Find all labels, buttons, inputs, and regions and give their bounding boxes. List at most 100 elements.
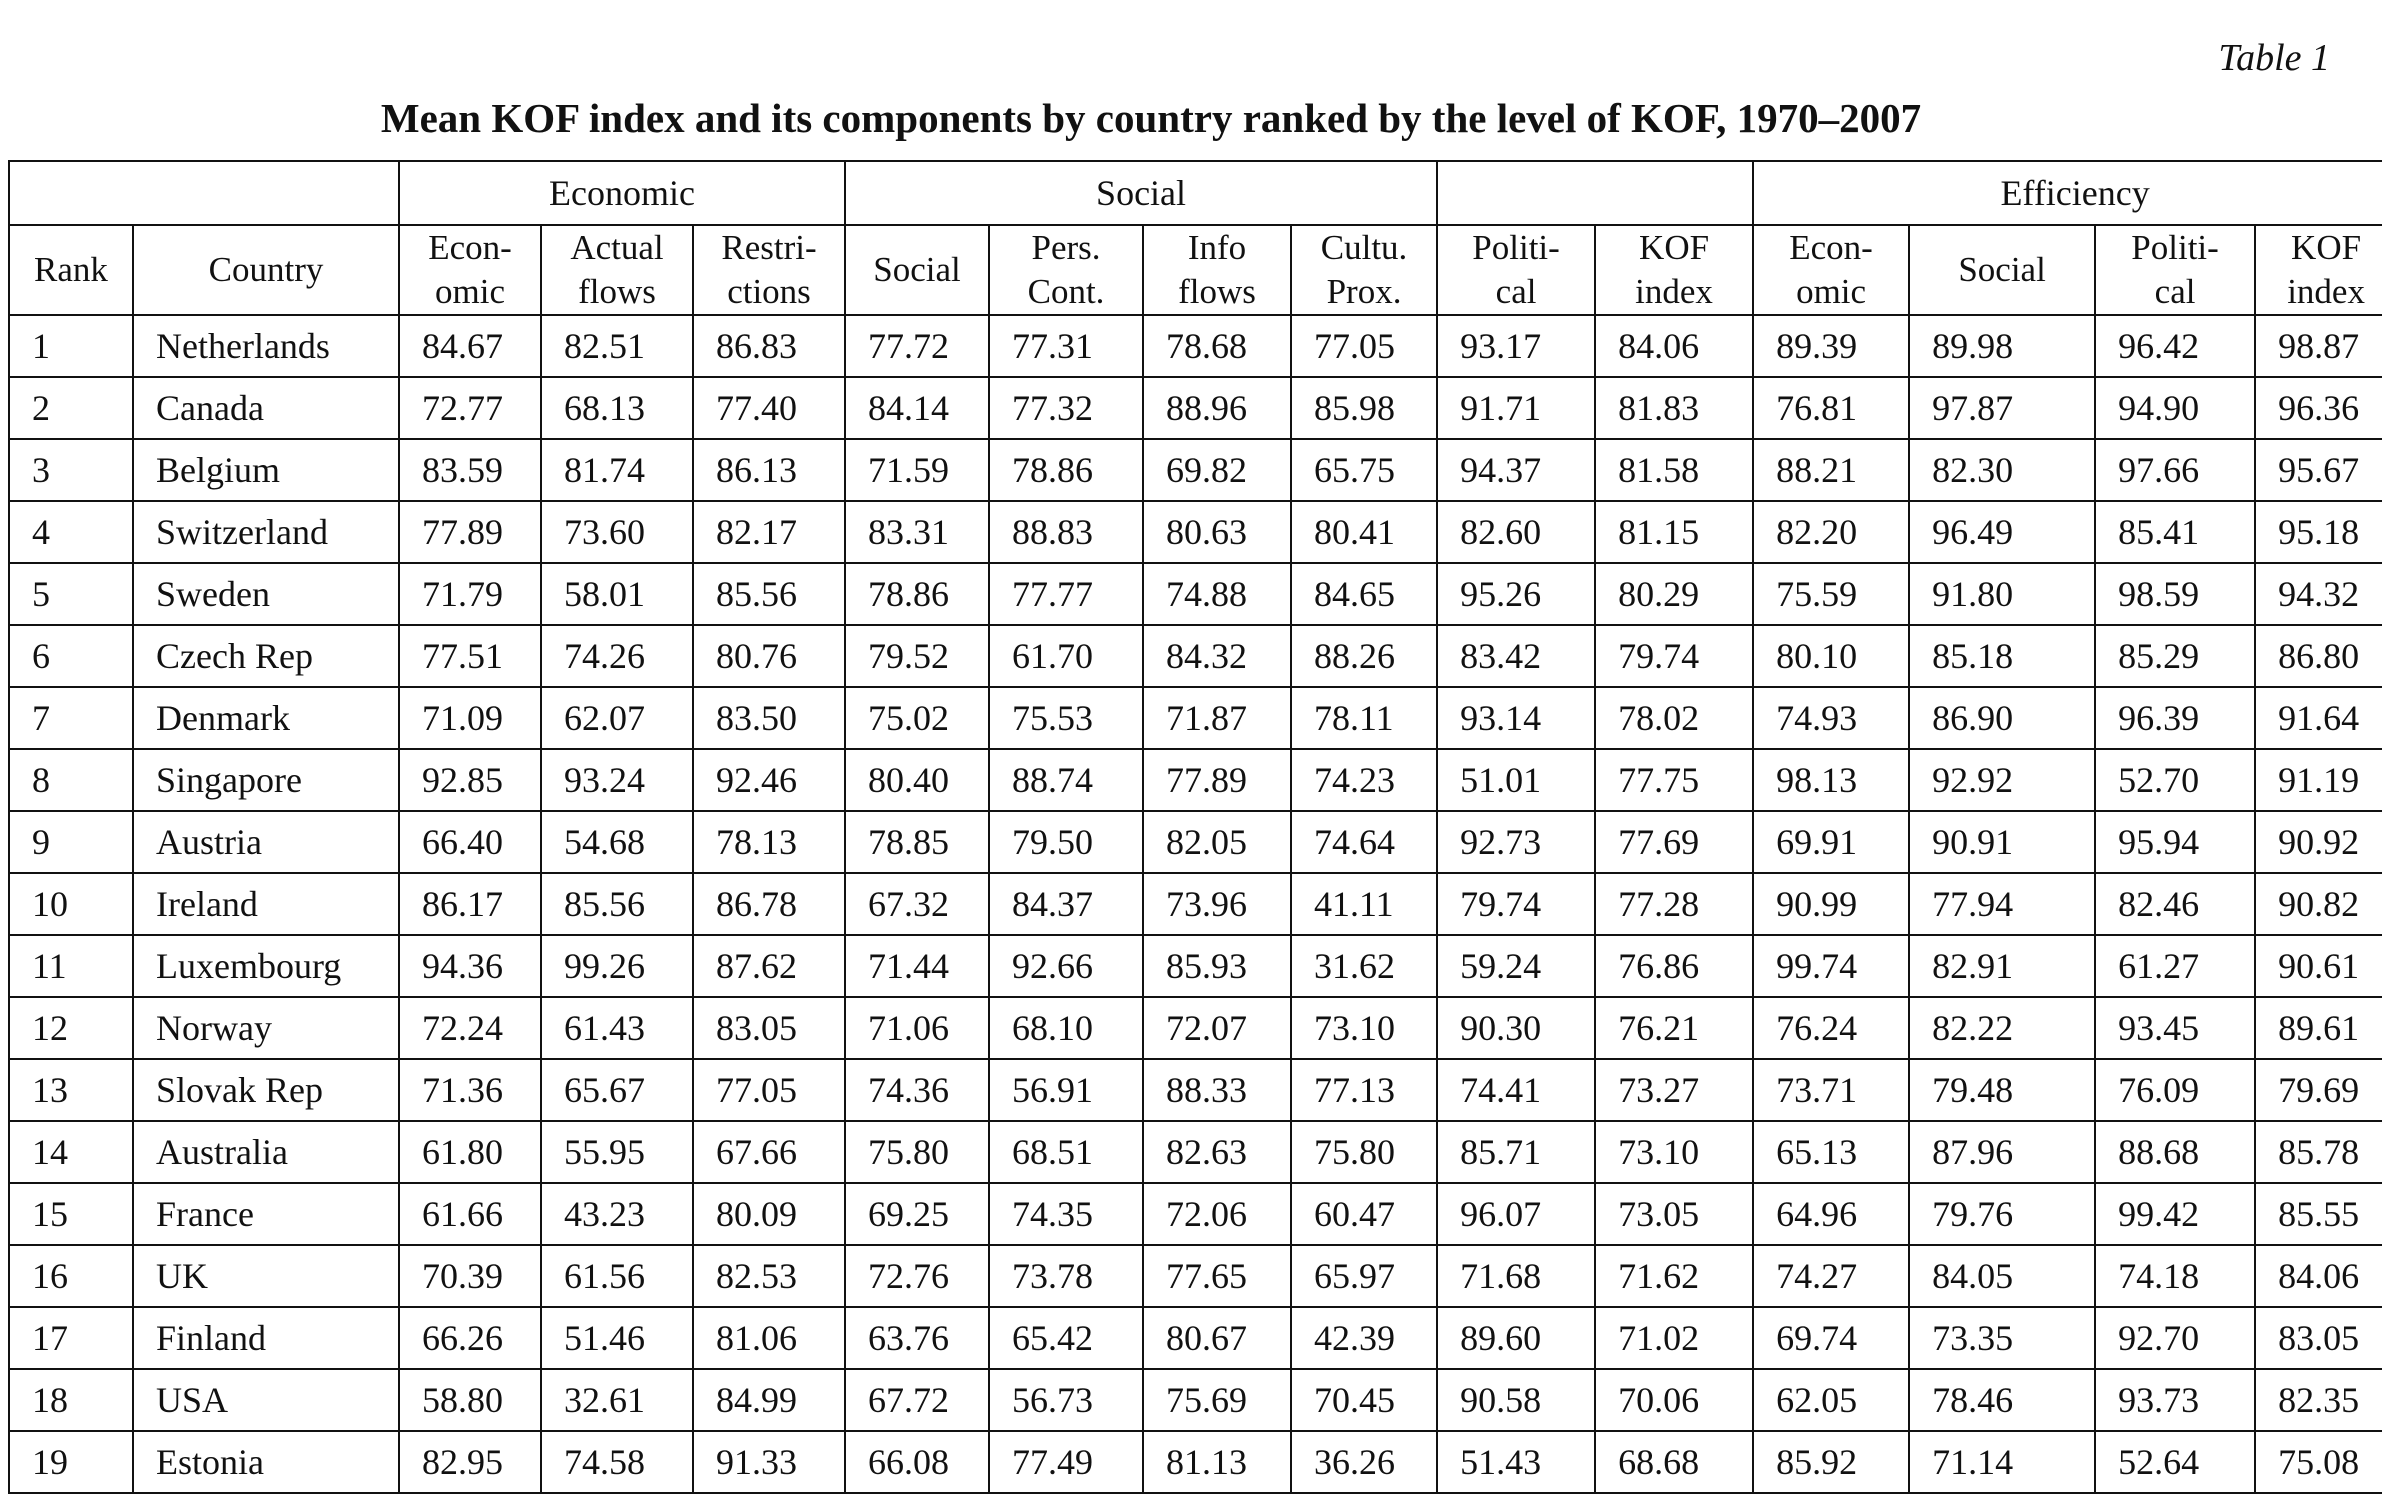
value-cell: 65.97 — [1290, 1244, 1439, 1308]
value-cell: 88.68 — [2094, 1120, 2257, 1184]
column-header: Restri-ctions — [691, 224, 847, 316]
value-cell: 61.27 — [2094, 934, 2257, 998]
value-cell: 83.05 — [2254, 1306, 2382, 1370]
value-cell: 71.09 — [398, 686, 542, 750]
column-header-line2: flows — [1178, 272, 1256, 311]
value-cell: 91.33 — [691, 1430, 847, 1494]
country-cell: Slovak Rep — [132, 1058, 400, 1122]
rank-cell: 8 — [8, 748, 134, 812]
value-cell: 84.65 — [1290, 562, 1439, 626]
value-cell: 79.74 — [1436, 872, 1597, 936]
rank-cell: 5 — [8, 562, 134, 626]
document-title-text: Mean KOF index and its components by cou… — [380, 95, 1922, 141]
rank-cell: 17 — [8, 1306, 134, 1370]
value-cell: 67.32 — [844, 872, 991, 936]
value-cell: 74.93 — [1752, 686, 1911, 750]
value-cell: 77.05 — [691, 1058, 847, 1122]
value-cell: 81.13 — [1142, 1430, 1293, 1494]
column-header-line2: omic — [435, 272, 505, 311]
value-cell: 87.96 — [1908, 1120, 2097, 1184]
value-cell: 88.83 — [988, 500, 1145, 564]
column-header: Actual flows — [540, 224, 694, 316]
value-cell: 66.26 — [398, 1306, 542, 1370]
value-cell: 60.47 — [1290, 1182, 1439, 1246]
column-header-line1: Info — [1187, 228, 1247, 267]
column-header-line1: Politi- — [1472, 228, 1560, 267]
value-cell: 84.37 — [988, 872, 1145, 936]
value-cell: 86.80 — [2254, 624, 2382, 688]
group-header-social: Social — [844, 160, 1439, 226]
value-cell: 65.42 — [988, 1306, 1145, 1370]
value-cell: 78.86 — [988, 438, 1145, 502]
value-cell: 79.69 — [2254, 1058, 2382, 1122]
value-cell: 65.13 — [1752, 1120, 1911, 1184]
table-row: 19 Estonia 82.95 74.58 91.33 66.08 77.49 81.13 3… — [8, 1430, 2382, 1494]
country-cell: Estonia — [132, 1430, 400, 1494]
value-cell: 77.05 — [1290, 314, 1439, 378]
column-header-line2: Cont. — [1027, 272, 1105, 311]
value-cell: 51.43 — [1436, 1430, 1597, 1494]
value-cell: 92.92 — [1908, 748, 2097, 812]
rank-cell: 4 — [8, 500, 134, 564]
rank-cell: 18 — [8, 1368, 134, 1432]
value-cell: 84.06 — [1594, 314, 1755, 378]
country-cell: Canada — [132, 376, 400, 440]
table-row: 4 Switzerland 77.89 73.60 82.17 83.31 88.83 80.… — [8, 500, 2382, 564]
value-cell: 80.63 — [1142, 500, 1293, 564]
value-cell: 73.35 — [1908, 1306, 2097, 1370]
value-cell: 80.10 — [1752, 624, 1911, 688]
value-cell: 85.93 — [1142, 934, 1293, 998]
value-cell: 99.26 — [540, 934, 694, 998]
value-cell: 71.87 — [1142, 686, 1293, 750]
value-cell: 85.56 — [691, 562, 847, 626]
rank-cell: 12 — [8, 996, 134, 1060]
value-cell: 91.64 — [2254, 686, 2382, 750]
value-cell: 51.46 — [540, 1306, 694, 1370]
column-header: Pers. Cont. — [988, 224, 1145, 316]
value-cell: 73.78 — [988, 1244, 1145, 1308]
value-cell: 95.94 — [2094, 810, 2257, 874]
value-cell: 77.75 — [1594, 748, 1755, 812]
value-cell: 96.42 — [2094, 314, 2257, 378]
value-cell: 77.89 — [398, 500, 542, 564]
value-cell: 77.40 — [691, 376, 847, 440]
value-cell: 42.39 — [1290, 1306, 1439, 1370]
value-cell: 87.62 — [691, 934, 847, 998]
value-cell: 65.67 — [540, 1058, 694, 1122]
value-cell: 71.68 — [1436, 1244, 1597, 1308]
country-cell: Norway — [132, 996, 400, 1060]
value-cell: 90.82 — [2254, 872, 2382, 936]
value-cell: 83.05 — [691, 996, 847, 1060]
column-header-line2: index — [1635, 272, 1713, 311]
value-cell: 89.60 — [1436, 1306, 1597, 1370]
column-header-line1: Econ- — [1789, 228, 1873, 267]
value-cell: 64.96 — [1752, 1182, 1911, 1246]
value-cell: 98.13 — [1752, 748, 1911, 812]
value-cell: 74.64 — [1290, 810, 1439, 874]
value-cell: 81.58 — [1594, 438, 1755, 502]
value-cell: 80.76 — [691, 624, 847, 688]
table-row: 14 Australia 61.80 55.95 67.66 75.80 68.51 82.6… — [8, 1120, 2382, 1184]
value-cell: 82.17 — [691, 500, 847, 564]
value-cell: 83.50 — [691, 686, 847, 750]
value-cell: 95.18 — [2254, 500, 2382, 564]
rank-cell: 14 — [8, 1120, 134, 1184]
rank-cell: 9 — [8, 810, 134, 874]
value-cell: 52.64 — [2094, 1430, 2257, 1494]
value-cell: 91.71 — [1436, 376, 1597, 440]
value-cell: 93.17 — [1436, 314, 1597, 378]
value-cell: 55.95 — [540, 1120, 694, 1184]
value-cell: 80.40 — [844, 748, 991, 812]
value-cell: 71.14 — [1908, 1430, 2097, 1494]
value-cell: 88.21 — [1752, 438, 1911, 502]
value-cell: 82.60 — [1436, 500, 1597, 564]
value-cell: 98.87 — [2254, 314, 2382, 378]
value-cell: 97.66 — [2094, 438, 2257, 502]
value-cell: 59.24 — [1436, 934, 1597, 998]
table-row: 8 Singapore 92.85 93.24 92.46 80.40 88.74 77.89… — [8, 748, 2382, 812]
value-cell: 82.05 — [1142, 810, 1293, 874]
rank-cell: 15 — [8, 1182, 134, 1246]
value-cell: 69.82 — [1142, 438, 1293, 502]
country-cell: Sweden — [132, 562, 400, 626]
country-cell: Luxembourg — [132, 934, 400, 998]
